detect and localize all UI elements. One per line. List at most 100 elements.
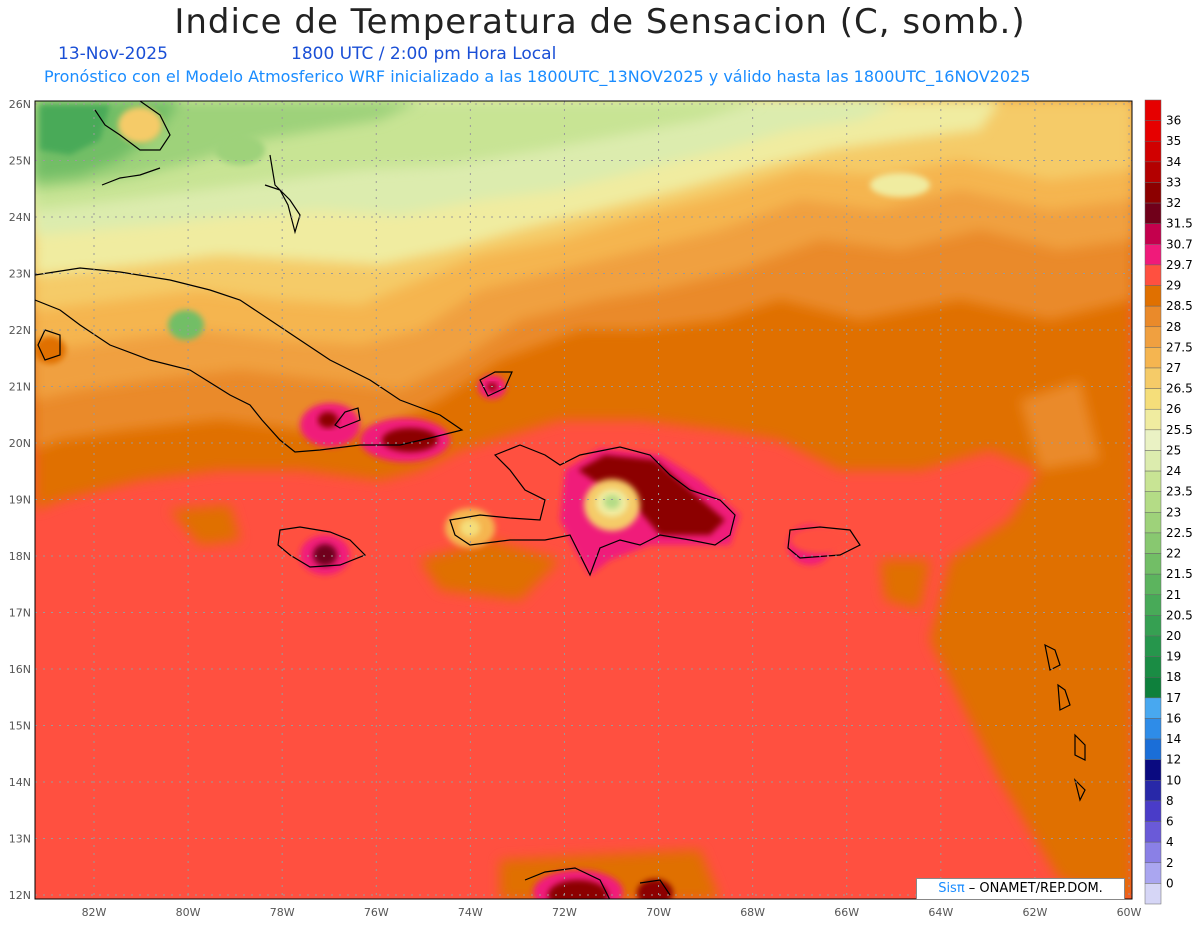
- lat-label: 18N: [9, 550, 31, 563]
- colorbar-swatch: [1144, 883, 1162, 905]
- colorbar-swatch: [1144, 697, 1162, 719]
- lon-label: 70W: [646, 906, 671, 919]
- lat-label: 14N: [9, 776, 31, 789]
- colorbar-label: 26: [1166, 402, 1181, 416]
- colorbar-label: 27: [1166, 361, 1181, 375]
- colorbar-label: 12: [1166, 753, 1181, 767]
- lon-label: 82W: [82, 906, 107, 919]
- colorbar-swatch: [1144, 140, 1162, 163]
- colorbar-swatch: [1144, 780, 1162, 802]
- colorbar-swatch: [1144, 202, 1162, 224]
- lat-label: 24N: [9, 211, 31, 224]
- colorbar-swatch: [1144, 305, 1162, 328]
- forecast-time: 1800 UTC / 2:00 pm Hora Local: [291, 44, 557, 64]
- colorbar-label: 22: [1166, 547, 1181, 561]
- colorbar-label: 28: [1166, 320, 1181, 334]
- colorbar-label: 32: [1166, 196, 1181, 210]
- colorbar-swatch: [1144, 429, 1162, 451]
- lon-label: 80W: [176, 906, 201, 919]
- colorbar-swatch: [1144, 223, 1162, 245]
- colorbar-label: 28.5: [1166, 299, 1193, 313]
- longitude-labels: 82W 80W 78W 76W 74W 72W 70W 68W 66W 64W 62W 60W: [82, 906, 1142, 919]
- colorbar-swatch: [1144, 656, 1162, 678]
- lat-label: 15N: [9, 720, 31, 733]
- colorbar-label: 2: [1166, 856, 1174, 870]
- colorbar-label: 10: [1166, 773, 1181, 787]
- colorbar-swatch: [1144, 285, 1162, 307]
- colorbar-label: 0: [1166, 876, 1174, 890]
- lon-label: 66W: [834, 906, 859, 919]
- colorbar-swatch: [1144, 573, 1162, 596]
- lon-label: 74W: [458, 906, 483, 919]
- colorbar-label: 27.5: [1166, 340, 1193, 354]
- lon-label: 62W: [1022, 906, 1047, 919]
- colorbar-swatch: [1144, 676, 1162, 699]
- lat-label: 19N: [9, 494, 31, 507]
- colorbar-swatch: [1144, 821, 1162, 843]
- heat-index-field: [35, 101, 1132, 899]
- colorbar-swatch: [1144, 532, 1162, 554]
- colorbar-swatch: [1144, 841, 1162, 864]
- colorbar-label: 35: [1166, 134, 1181, 148]
- lat-label: 22N: [9, 324, 31, 337]
- lat-label: 16N: [9, 663, 31, 676]
- colorbar-label: 23: [1166, 505, 1181, 519]
- colorbar-label: 29: [1166, 279, 1181, 293]
- lat-label: 13N: [9, 833, 31, 846]
- colorbar-swatch: [1144, 264, 1162, 286]
- colorbar-label: 33: [1166, 175, 1181, 189]
- lat-label: 26N: [9, 98, 31, 111]
- colorbar-swatch: [1144, 347, 1162, 369]
- colorbar-label: 20: [1166, 629, 1181, 643]
- lon-label: 60W: [1117, 906, 1142, 919]
- colorbar-label: 16: [1166, 711, 1181, 725]
- forecast-date: 13-Nov-2025: [58, 44, 168, 64]
- lon-label: 64W: [928, 906, 953, 919]
- colorbar-swatch: [1144, 759, 1162, 781]
- colorbar-label: 23.5: [1166, 485, 1193, 499]
- lon-label: 68W: [740, 906, 765, 919]
- colorbar-label: 21.5: [1166, 567, 1193, 581]
- colorbar-swatch: [1144, 120, 1162, 142]
- colorbar-label: 19: [1166, 650, 1181, 664]
- latitude-labels: 26N 25N 24N 23N 22N 21N 20N 19N 18N 17N 16N 15N 14N 1…: [9, 98, 31, 902]
- colorbar-label: 4: [1166, 835, 1174, 849]
- lat-label: 20N: [9, 437, 31, 450]
- colorbar-label: 36: [1166, 114, 1181, 128]
- map-title: Indice de Temperatura de Sensacion (C, s…: [174, 2, 1026, 42]
- colorbar-label: 14: [1166, 732, 1181, 746]
- colorbar-label: 24: [1166, 464, 1181, 478]
- colorbar-swatch: [1144, 862, 1162, 884]
- colorbar-swatch: [1144, 491, 1162, 513]
- colorbar-label: 22.5: [1166, 526, 1193, 540]
- colorbar-swatch: [1144, 408, 1162, 431]
- colorbar-swatch: [1144, 553, 1162, 575]
- colorbar-swatch: [1144, 615, 1162, 637]
- lon-label: 78W: [270, 906, 295, 919]
- colorbar-swatch: [1144, 594, 1162, 616]
- coastlines: [35, 101, 1086, 899]
- colorbar-swatch: [1144, 326, 1162, 348]
- colorbar-label: 25: [1166, 443, 1181, 457]
- colorbar-swatch: [1144, 244, 1162, 266]
- colorbar-label: 31.5: [1166, 217, 1193, 231]
- colorbar-label: 17: [1166, 691, 1181, 705]
- colorbar-label: 26.5: [1166, 382, 1193, 396]
- colorbar-label: 30.7: [1166, 237, 1193, 251]
- lat-label: 17N: [9, 607, 31, 620]
- colorbar-label: 21: [1166, 588, 1181, 602]
- colorbar-cap: [1144, 99, 1162, 121]
- colorbar-swatch: [1144, 388, 1162, 410]
- colorbar-swatch: [1144, 450, 1162, 472]
- colorbar-swatch: [1144, 635, 1162, 657]
- colorbar-swatch: [1144, 512, 1162, 534]
- credit-box: Sisπ – ONAMET/REP.DOM.: [916, 878, 1125, 900]
- colorbar-swatch: [1144, 161, 1162, 183]
- lon-label: 72W: [552, 906, 577, 919]
- lat-label: 21N: [9, 381, 31, 394]
- colorbar-swatch: [1144, 800, 1162, 822]
- colorbar-swatch: [1144, 718, 1162, 740]
- colorbar-label: 8: [1166, 794, 1174, 808]
- sispi-logo: Sisπ: [938, 881, 965, 896]
